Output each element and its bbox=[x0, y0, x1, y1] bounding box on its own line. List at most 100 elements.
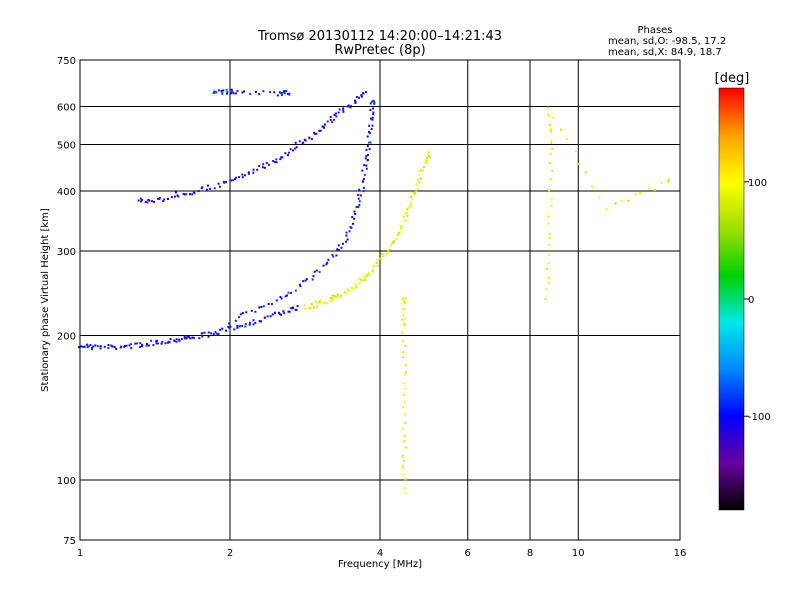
data-point bbox=[403, 400, 406, 403]
data-point bbox=[245, 311, 248, 314]
data-point bbox=[299, 285, 302, 288]
data-point bbox=[287, 291, 290, 294]
colorbar-ticks: 100 0 -100 bbox=[744, 178, 771, 423]
data-point bbox=[260, 305, 263, 308]
data-point bbox=[547, 222, 550, 225]
data-point bbox=[238, 176, 241, 179]
data-point bbox=[318, 301, 320, 303]
y-tick-label: 300 bbox=[57, 247, 76, 258]
data-point bbox=[210, 332, 212, 335]
data-point bbox=[355, 283, 358, 286]
data-point bbox=[151, 200, 153, 203]
data-point bbox=[234, 178, 236, 181]
data-point bbox=[365, 167, 368, 170]
data-point bbox=[359, 278, 362, 281]
data-point bbox=[287, 151, 290, 154]
data-point bbox=[174, 195, 176, 198]
data-point bbox=[308, 137, 311, 140]
data-point bbox=[548, 282, 551, 285]
data-point bbox=[141, 345, 143, 347]
data-point bbox=[273, 311, 276, 314]
data-point bbox=[362, 186, 365, 189]
data-point bbox=[358, 96, 361, 99]
data-point bbox=[288, 310, 291, 313]
data-point bbox=[358, 204, 361, 207]
data-point bbox=[333, 113, 336, 116]
data-point bbox=[227, 325, 230, 328]
data-point bbox=[130, 347, 133, 350]
data-point bbox=[366, 154, 369, 156]
data-point bbox=[252, 168, 255, 171]
data-point bbox=[318, 129, 321, 132]
data-point bbox=[403, 382, 406, 385]
data-point bbox=[191, 193, 194, 196]
data-point bbox=[280, 91, 283, 94]
data-point bbox=[343, 292, 346, 294]
data-point bbox=[288, 93, 291, 96]
data-point bbox=[279, 158, 282, 161]
data-point bbox=[323, 123, 326, 126]
data-point bbox=[577, 163, 580, 166]
data-point bbox=[275, 158, 278, 161]
data-point bbox=[369, 141, 372, 144]
data-point bbox=[350, 105, 353, 108]
data-point bbox=[333, 118, 336, 121]
data-point bbox=[139, 197, 142, 200]
data-point bbox=[361, 95, 363, 98]
data-point bbox=[332, 255, 335, 258]
data-point bbox=[183, 335, 186, 338]
data-point bbox=[404, 212, 407, 215]
y-tick-label: 200 bbox=[57, 332, 76, 343]
data-point bbox=[404, 478, 407, 481]
data-point bbox=[80, 345, 82, 348]
data-point bbox=[329, 116, 332, 118]
data-point bbox=[336, 248, 339, 251]
data-point bbox=[201, 186, 204, 189]
data-point bbox=[372, 113, 375, 116]
data-point bbox=[550, 139, 553, 142]
data-point bbox=[110, 344, 113, 347]
data-point bbox=[83, 345, 86, 348]
data-point bbox=[170, 196, 173, 199]
data-point bbox=[382, 253, 385, 256]
data-point bbox=[401, 308, 404, 311]
data-point bbox=[411, 198, 414, 201]
data-point bbox=[318, 270, 321, 273]
data-point bbox=[337, 111, 340, 114]
data-point bbox=[404, 387, 407, 390]
data-point bbox=[352, 222, 354, 225]
data-point bbox=[366, 135, 369, 138]
data-point bbox=[627, 199, 630, 202]
data-point bbox=[252, 319, 255, 322]
data-point bbox=[107, 344, 110, 346]
data-point bbox=[335, 115, 338, 118]
data-point bbox=[230, 88, 233, 91]
data-point bbox=[402, 473, 405, 476]
data-point bbox=[113, 346, 116, 349]
data-point bbox=[294, 308, 297, 311]
data-point bbox=[244, 174, 246, 177]
data-point bbox=[185, 337, 188, 340]
data-point bbox=[375, 262, 378, 264]
data-point bbox=[207, 335, 210, 338]
data-point bbox=[258, 320, 261, 323]
data-point bbox=[309, 307, 312, 309]
data-point bbox=[337, 295, 340, 298]
data-point bbox=[178, 340, 181, 343]
data-point bbox=[213, 187, 216, 190]
data-point bbox=[213, 90, 216, 93]
data-point bbox=[371, 270, 374, 273]
data-point bbox=[358, 200, 361, 203]
data-point bbox=[667, 180, 670, 183]
data-point bbox=[417, 178, 419, 181]
data-point bbox=[187, 336, 190, 339]
data-point bbox=[278, 91, 281, 94]
data-point bbox=[280, 313, 283, 316]
data-point bbox=[424, 159, 427, 162]
data-point bbox=[243, 90, 245, 93]
plot-frame bbox=[79, 59, 681, 541]
x-tick-label: 8 bbox=[527, 548, 533, 559]
x-tick-label: 6 bbox=[465, 548, 471, 559]
data-point bbox=[177, 195, 180, 198]
data-point bbox=[348, 289, 350, 292]
